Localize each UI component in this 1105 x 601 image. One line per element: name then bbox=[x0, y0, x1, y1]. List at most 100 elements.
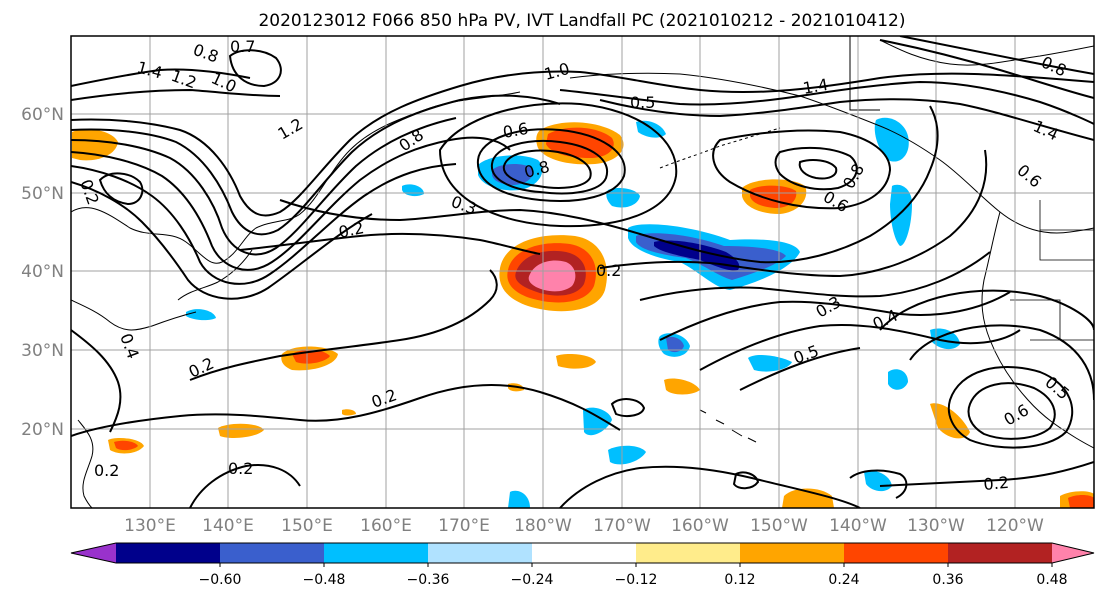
positive-anomaly-small-3 bbox=[556, 354, 596, 369]
coast-philippines bbox=[77, 419, 94, 508]
negative-anomaly-small-3-core bbox=[666, 336, 684, 353]
colorbar-tick-label: 0.12 bbox=[724, 572, 755, 588]
lon-label: 130°E bbox=[124, 516, 176, 536]
contour-label: 0.2 bbox=[983, 473, 1010, 494]
negative-anomaly-gulf bbox=[890, 184, 912, 246]
negative-anomaly-small-5 bbox=[583, 407, 612, 436]
coast-asia-south bbox=[71, 299, 197, 331]
contour-st-4 bbox=[879, 289, 1094, 331]
colorbar-cells bbox=[71, 543, 1094, 563]
longitude-labels: 130°E 140°E 150°E 160°E 170°E 180°W 170°… bbox=[124, 516, 1044, 536]
coast-japan bbox=[177, 249, 253, 301]
contour-low-3 bbox=[502, 149, 592, 189]
lon-label: 130°W bbox=[907, 516, 965, 536]
contour-label: 0.2 bbox=[94, 461, 119, 480]
negative-anomaly-55n-core bbox=[492, 164, 534, 185]
contour-mid-3 bbox=[599, 149, 988, 278]
positive-anomaly-small-11 bbox=[342, 409, 356, 416]
positive-anomaly-small-7 bbox=[782, 488, 834, 508]
negative-anomaly-small-6 bbox=[608, 445, 646, 465]
colorbar-tick-label: 0.24 bbox=[828, 572, 859, 588]
contour-label: 0.2 bbox=[596, 261, 621, 280]
contour-label: 0.7 bbox=[230, 37, 255, 56]
contour-low-outer bbox=[438, 102, 678, 228]
lon-label: 160°E bbox=[360, 516, 412, 536]
lat-label: 20°N bbox=[21, 420, 64, 440]
contour-south-7 bbox=[610, 398, 646, 417]
contour-jet-5 bbox=[71, 163, 457, 285]
contour-st-3 bbox=[909, 324, 1094, 401]
colorbar-tick-label: −0.60 bbox=[199, 572, 242, 588]
coast-arctic-2 bbox=[879, 39, 1094, 66]
contour-st-2 bbox=[967, 382, 1056, 440]
colorbar-tick-label: −0.12 bbox=[615, 572, 658, 588]
colorbar-tick-label: 0.48 bbox=[1036, 572, 1067, 588]
contour-jet-6 bbox=[71, 181, 373, 300]
colorbar-tick-label: −0.48 bbox=[303, 572, 346, 588]
negative-anomaly-small-8 bbox=[888, 369, 908, 390]
lon-label: 180°W bbox=[514, 516, 572, 536]
contour-ne-2 bbox=[599, 98, 1094, 141]
contour-st-1 bbox=[947, 366, 1074, 449]
contour-west-1 bbox=[71, 329, 122, 433]
lat-label: 30°N bbox=[21, 341, 64, 361]
contour-south-3 bbox=[879, 461, 1094, 487]
contour-low-1 bbox=[476, 128, 626, 202]
colorbar-ticks: −0.60 −0.48 −0.36 −0.24 −0.12 0.12 0.24 0.36 0.4… bbox=[199, 563, 1068, 588]
positive-anomaly-small-8-core bbox=[1068, 495, 1094, 508]
colorbar-extend-min bbox=[71, 543, 116, 563]
negative-anomaly-small-4 bbox=[748, 355, 792, 372]
lat-label: 40°N bbox=[21, 262, 64, 282]
negative-anomaly-small-9 bbox=[930, 328, 960, 350]
contour-mid-1 bbox=[279, 105, 939, 264]
contour-south-5 bbox=[189, 464, 301, 508]
contour-mid-7 bbox=[739, 347, 861, 391]
lat-label: 60°N bbox=[21, 105, 64, 125]
colorbar-cell bbox=[324, 543, 429, 563]
positive-anomaly-small-6 bbox=[930, 403, 970, 439]
colorbar-cell bbox=[948, 543, 1053, 563]
lon-label: 150°W bbox=[750, 516, 808, 536]
contour-west-2 bbox=[98, 172, 144, 206]
contour-jet-8 bbox=[71, 88, 281, 101]
contour-jet-3 bbox=[71, 117, 457, 256]
contour-jet-2 bbox=[71, 94, 561, 236]
contour-south-2 bbox=[189, 269, 498, 381]
lon-label: 140°W bbox=[829, 516, 887, 536]
contour-mid-5 bbox=[659, 291, 1011, 341]
contour-label: 0.2 bbox=[228, 459, 253, 478]
colorbar-cell bbox=[428, 543, 533, 563]
contour-mid-4 bbox=[639, 251, 991, 301]
contour-jet-1 bbox=[71, 70, 1094, 217]
contour-label: 0.6 bbox=[501, 119, 529, 142]
positive-anomaly-small-5-core bbox=[114, 440, 138, 451]
coast-alaska bbox=[569, 72, 1094, 234]
latitude-labels: 60°N 50°N 40°N 30°N 20°N bbox=[21, 105, 64, 440]
contour-ne-1 bbox=[559, 80, 1094, 125]
coast-arctic bbox=[849, 36, 880, 111]
lon-label: 170°E bbox=[438, 516, 490, 536]
contour-ridge-1 bbox=[712, 129, 892, 210]
negative-anomaly-small-12 bbox=[186, 309, 216, 321]
ivt-contours bbox=[71, 36, 1094, 508]
map-frame bbox=[70, 35, 1095, 509]
lon-label: 120°W bbox=[986, 516, 1044, 536]
colorbar-cell bbox=[116, 543, 221, 563]
negative-anomaly-small-10 bbox=[508, 490, 530, 508]
country-borders bbox=[1010, 200, 1094, 341]
negative-anomaly-alaska bbox=[874, 117, 909, 162]
lon-label: 160°W bbox=[671, 516, 729, 536]
contour-south-6 bbox=[559, 465, 861, 508]
positive-anomaly-small-9 bbox=[664, 378, 700, 395]
colorbar-cell bbox=[740, 543, 845, 563]
colorbar-cell bbox=[220, 543, 325, 563]
lat-label: 50°N bbox=[21, 184, 64, 204]
map-panel: 0.8 0.7 1.4 1.2 1.0 1.0 0.6 0.8 0.5 1.4 … bbox=[70, 35, 1095, 509]
contour-west-3 bbox=[228, 49, 282, 88]
colorbar-tick-label: −0.36 bbox=[407, 572, 450, 588]
contour-label: 0.5 bbox=[630, 93, 655, 112]
contour-south-1 bbox=[71, 383, 621, 437]
contour-ridge-3 bbox=[798, 159, 838, 180]
